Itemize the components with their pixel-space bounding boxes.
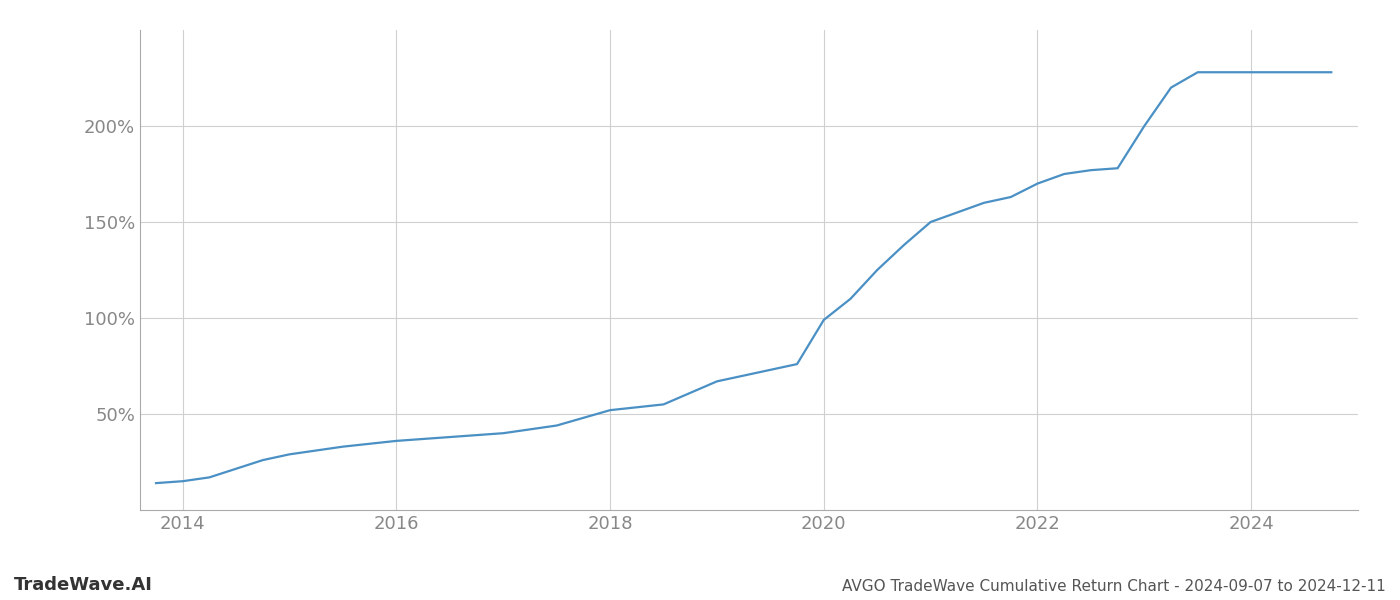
- Text: TradeWave.AI: TradeWave.AI: [14, 576, 153, 594]
- Text: AVGO TradeWave Cumulative Return Chart - 2024-09-07 to 2024-12-11: AVGO TradeWave Cumulative Return Chart -…: [843, 579, 1386, 594]
